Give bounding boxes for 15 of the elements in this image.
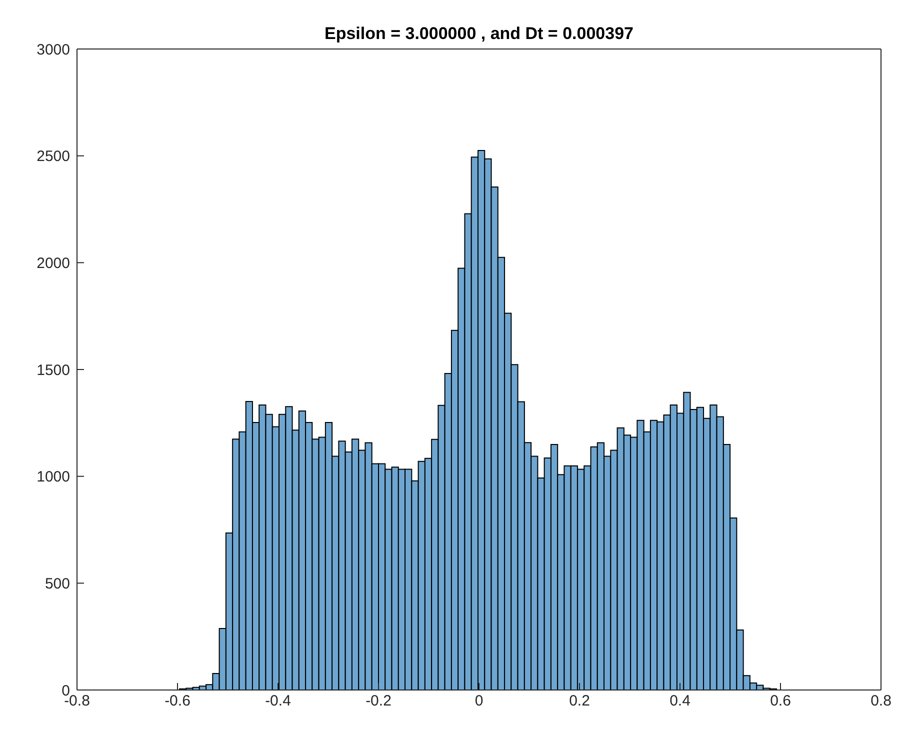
x-tick-label: 0.8: [870, 692, 892, 710]
x-tick-label: 0.6: [770, 692, 791, 710]
y-tick-label: 1000: [36, 468, 70, 486]
x-tick-label: -0.4: [265, 692, 291, 710]
y-tick-label: 2500: [36, 148, 70, 166]
y-tick-label: 1500: [36, 362, 70, 379]
x-tick-label: 0.4: [670, 692, 690, 710]
chart-title: Epsilon = 3.000000 , and Dt = 0.000397: [323, 24, 634, 44]
x-tick-label: 0.2: [569, 692, 590, 710]
x-tick-label: -0.2: [366, 692, 392, 710]
x-tick-label: 0: [474, 692, 484, 710]
y-tick-label: 2000: [36, 254, 70, 272]
y-tick-label: 500: [44, 575, 70, 592]
y-tick-label: 3000: [36, 41, 70, 58]
x-tick-label: -0.6: [164, 692, 190, 710]
